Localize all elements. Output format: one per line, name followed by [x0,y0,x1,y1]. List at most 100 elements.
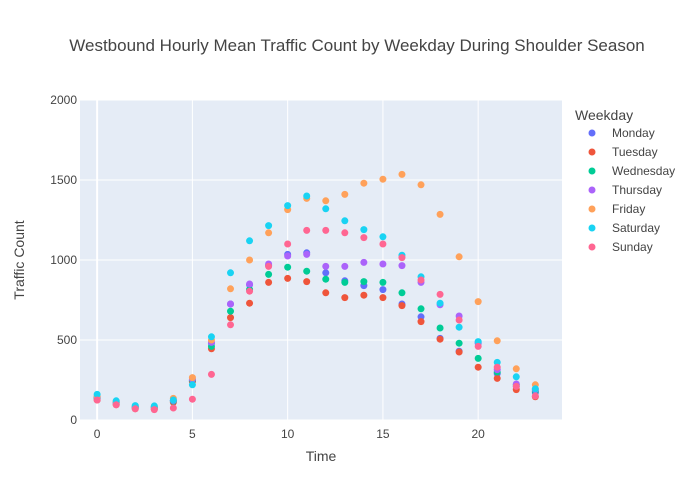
legend-item-thursday[interactable]: Thursday [588,183,663,197]
data-point[interactable] [455,348,463,356]
data-point[interactable] [436,290,444,298]
data-point[interactable] [455,339,463,347]
data-point[interactable] [322,269,330,277]
data-point[interactable] [93,396,101,404]
data-point[interactable] [436,210,444,218]
data-point[interactable] [341,229,349,237]
data-point[interactable] [227,300,235,308]
data-point[interactable] [474,338,482,346]
data-point[interactable] [284,252,292,260]
data-point[interactable] [93,390,101,398]
data-point[interactable] [379,233,387,241]
data-point[interactable] [265,278,273,286]
data-point[interactable] [379,278,387,286]
data-point[interactable] [169,404,177,412]
data-point[interactable] [303,192,311,200]
data-point[interactable] [341,217,349,225]
data-point[interactable] [455,323,463,331]
data-point[interactable] [398,262,406,270]
data-point[interactable] [322,226,330,234]
data-point[interactable] [265,262,273,270]
data-point[interactable] [379,240,387,248]
data-point[interactable] [379,294,387,302]
data-point[interactable] [417,181,425,189]
legend-item-friday[interactable]: Friday [588,202,646,216]
data-point[interactable] [246,280,254,288]
data-point[interactable] [341,262,349,270]
data-point[interactable] [303,278,311,286]
legend-item-tuesday[interactable]: Tuesday [588,145,658,159]
data-point[interactable] [303,267,311,275]
data-point[interactable] [188,381,196,389]
legend-item-saturday[interactable]: Saturday [588,221,661,235]
legend[interactable]: Weekday Monday Tuesday Wednesday Thursday Fr… [575,107,675,254]
data-point[interactable] [531,392,539,400]
data-point[interactable] [417,305,425,313]
data-point[interactable] [493,374,501,382]
data-point[interactable] [227,285,235,293]
data-point[interactable] [284,263,292,271]
data-point[interactable] [265,229,273,237]
data-point[interactable] [531,385,539,393]
data-point[interactable] [436,335,444,343]
data-point[interactable] [455,316,463,324]
data-point[interactable] [227,269,235,277]
data-point[interactable] [246,287,254,295]
legend-item-monday[interactable]: Monday [588,126,655,140]
data-point[interactable] [512,365,520,373]
data-point[interactable] [169,396,177,404]
data-point[interactable] [360,179,368,187]
data-point[interactable] [207,333,215,341]
data-point[interactable] [417,318,425,326]
data-point[interactable] [360,258,368,266]
data-point[interactable] [379,286,387,294]
data-point[interactable] [474,354,482,362]
data-point[interactable] [436,324,444,332]
data-point[interactable] [341,294,349,302]
data-point[interactable] [322,197,330,205]
legend-item-wednesday[interactable]: Wednesday [588,164,676,178]
data-point[interactable] [341,190,349,198]
data-point[interactable] [246,299,254,307]
data-point[interactable] [474,363,482,371]
data-point[interactable] [360,234,368,242]
data-point[interactable] [322,262,330,270]
data-point[interactable] [493,363,501,371]
data-point[interactable] [284,240,292,248]
data-point[interactable] [474,298,482,306]
data-point[interactable] [265,270,273,278]
data-point[interactable] [512,373,520,381]
data-point[interactable] [188,374,196,382]
data-point[interactable] [493,358,501,366]
data-point[interactable] [227,314,235,322]
data-point[interactable] [341,278,349,286]
data-point[interactable] [227,307,235,315]
data-point[interactable] [474,342,482,350]
data-point[interactable] [227,321,235,329]
legend-item-sunday[interactable]: Sunday [588,240,653,254]
data-point[interactable] [150,406,158,414]
data-point[interactable] [322,205,330,213]
data-point[interactable] [398,254,406,262]
data-point[interactable] [512,382,520,390]
data-point[interactable] [188,395,196,403]
data-point[interactable] [398,170,406,178]
data-point[interactable] [398,289,406,297]
data-point[interactable] [303,250,311,258]
data-point[interactable] [398,302,406,310]
data-point[interactable] [303,226,311,234]
data-point[interactable] [207,370,215,378]
data-point[interactable] [265,222,273,230]
data-point[interactable] [417,313,425,321]
data-point[interactable] [246,256,254,264]
data-point[interactable] [284,202,292,210]
data-point[interactable] [284,274,292,282]
data-point[interactable] [436,299,444,307]
data-point[interactable] [493,337,501,345]
data-point[interactable] [455,253,463,261]
data-point[interactable] [360,278,368,286]
data-point[interactable] [379,260,387,268]
data-point[interactable] [379,175,387,183]
data-point[interactable] [112,401,120,409]
data-point[interactable] [246,237,254,245]
